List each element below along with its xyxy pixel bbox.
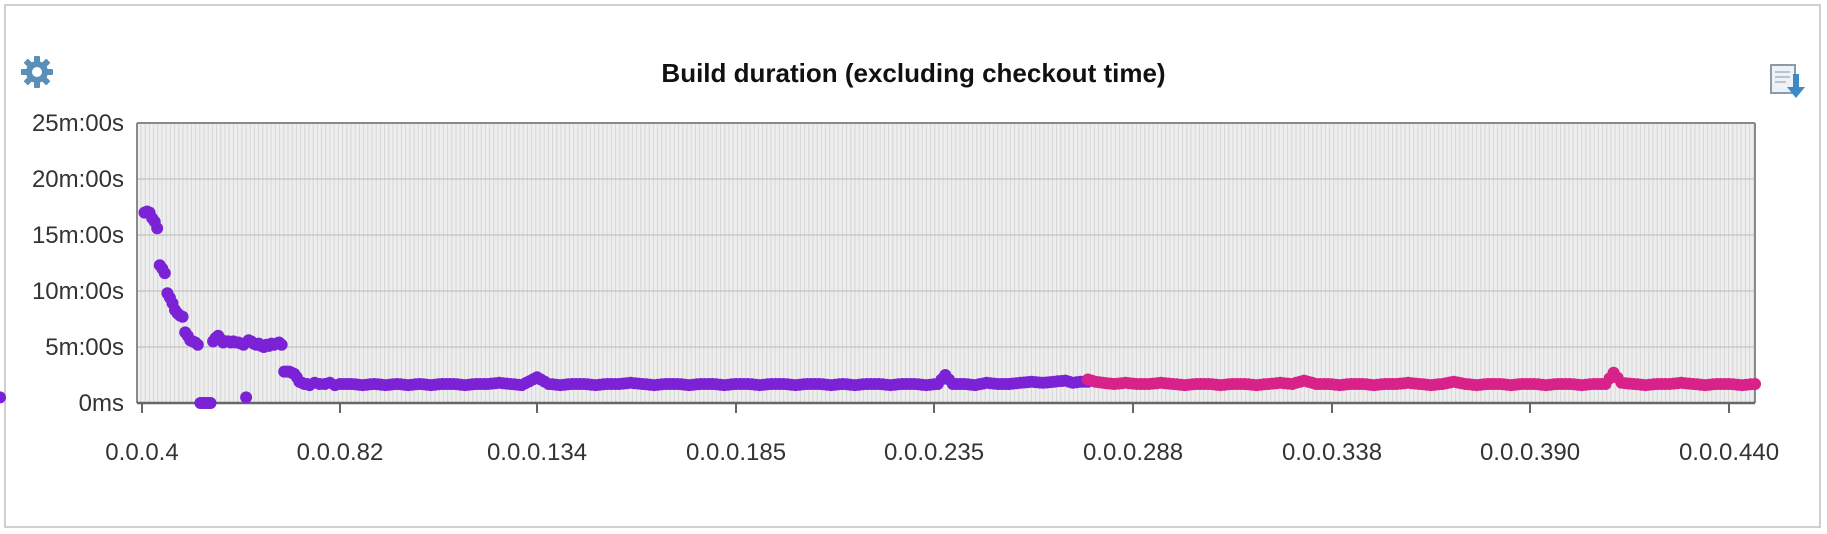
- x-tick-label: 0.0.0.82: [297, 439, 384, 466]
- y-tick-label: 25m:00s: [32, 110, 124, 137]
- data-point[interactable]: [176, 310, 189, 323]
- x-tick-label: 0.0.0.134: [487, 439, 587, 466]
- y-tick-label: 5m:00s: [45, 334, 124, 361]
- data-point[interactable]: [158, 267, 171, 280]
- y-tick-label: 20m:00s: [32, 166, 124, 193]
- data-point[interactable]: [1749, 378, 1761, 390]
- x-tick-label: 0.0.0.235: [884, 439, 984, 466]
- gear-icon[interactable]: [20, 55, 54, 89]
- data-point[interactable]: [275, 338, 288, 351]
- x-tick-label: 0.0.0.4: [105, 439, 178, 466]
- data-point[interactable]: [240, 391, 253, 404]
- export-download-icon[interactable]: [1768, 62, 1808, 102]
- data-point[interactable]: [191, 338, 204, 351]
- chart-title: Build duration (excluding checkout time): [661, 58, 1166, 88]
- x-tick-label: 0.0.0.390: [1480, 439, 1580, 466]
- data-point[interactable]: [0, 391, 6, 404]
- x-tick-label: 0.0.0.440: [1679, 439, 1779, 466]
- x-tick-label: 0.0.0.185: [686, 439, 786, 466]
- x-tick-label: 0.0.0.338: [1282, 439, 1382, 466]
- y-tick-label: 0ms: [79, 390, 124, 417]
- plot-area: [137, 123, 1755, 403]
- data-point[interactable]: [204, 397, 217, 409]
- data-point[interactable]: [151, 222, 164, 235]
- x-tick-label: 0.0.0.288: [1083, 439, 1183, 466]
- y-tick-label: 15m:00s: [32, 222, 124, 249]
- y-tick-label: 10m:00s: [32, 278, 124, 305]
